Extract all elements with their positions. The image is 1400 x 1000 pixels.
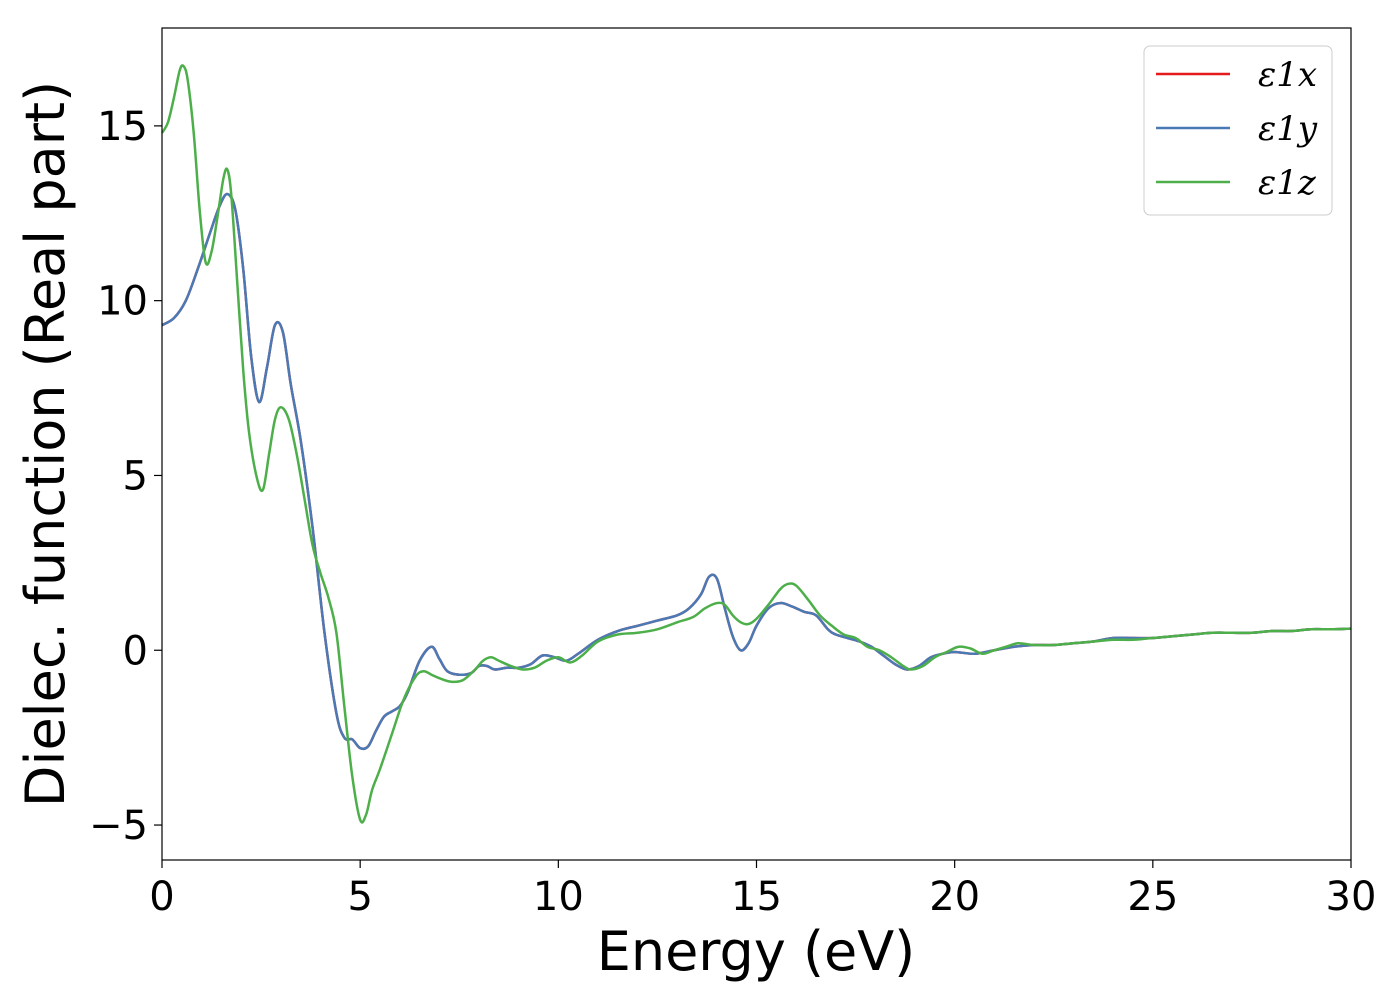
x-axis-label: Energy (eV) xyxy=(597,920,916,983)
legend-label-3: ε1z xyxy=(1258,163,1317,203)
y-tick-label: 10 xyxy=(97,279,148,325)
series-line-3 xyxy=(160,64,1352,824)
x-tick-label: 5 xyxy=(347,874,372,920)
legend-box xyxy=(1143,45,1333,216)
legend-label-2: ε1y xyxy=(1258,109,1318,149)
plot-lines xyxy=(160,64,1352,824)
x-tick-label: 0 xyxy=(149,874,174,920)
y-tick-label: 5 xyxy=(123,453,148,499)
x-tick-label: 20 xyxy=(929,874,980,920)
x-axis-ticks: 0 5 10 15 20 25 30 xyxy=(149,860,1376,920)
y-tick-label: 15 xyxy=(97,104,148,150)
y-tick-label: 0 xyxy=(123,628,148,674)
x-tick-label: 30 xyxy=(1326,874,1377,920)
y-tick-label: −5 xyxy=(89,803,148,849)
legend-label-1: ε1x xyxy=(1258,55,1317,95)
x-tick-label: 10 xyxy=(533,874,584,920)
y-axis-label: Dielec. function (Real part) xyxy=(14,81,77,807)
x-tick-label: 15 xyxy=(731,874,782,920)
legend: ε1x ε1y ε1z xyxy=(1143,45,1333,216)
x-tick-label: 25 xyxy=(1127,874,1178,920)
y-axis-ticks: −5 0 5 10 15 xyxy=(89,104,162,849)
